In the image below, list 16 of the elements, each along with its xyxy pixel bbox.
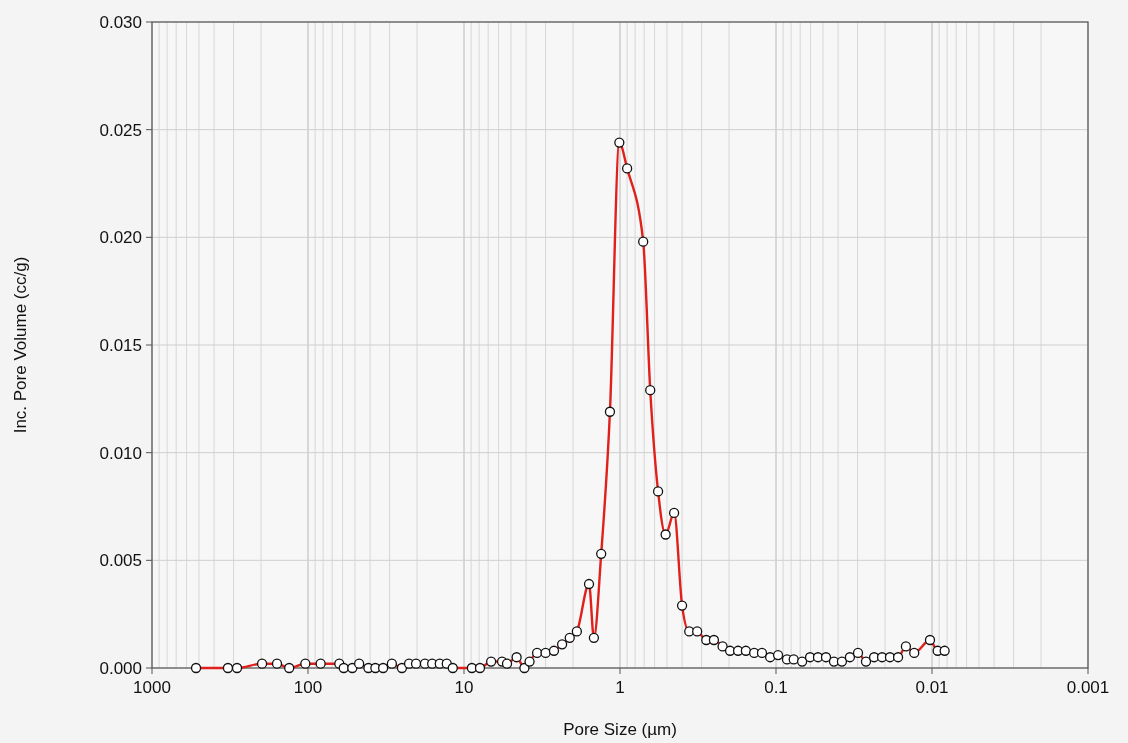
x-tick-label: 0.1 xyxy=(764,678,788,697)
y-tick-label: 0.025 xyxy=(99,120,142,140)
x-tick-label: 0.001 xyxy=(1066,678,1110,697)
y-tick-label: 0.020 xyxy=(99,228,142,248)
x-axis-title: Pore Size (µm) xyxy=(563,720,677,739)
y-tick-label: 0.010 xyxy=(99,443,142,463)
y-tick-label: 0.005 xyxy=(99,551,142,571)
y-axis-title: Inc. Pore Volume (cc/g) xyxy=(11,256,30,434)
y-tick-label: 0.000 xyxy=(99,659,142,678)
x-tick-label: 1 xyxy=(615,678,625,697)
y-tick-label: 0.030 xyxy=(99,13,142,32)
x-tick-label: 100 xyxy=(293,678,323,697)
x-tick-label: 0.01 xyxy=(915,678,949,697)
x-tick-label: 10 xyxy=(454,678,474,697)
y-tick-label: 0.015 xyxy=(99,336,142,355)
x-tick-label: 1000 xyxy=(133,678,171,697)
